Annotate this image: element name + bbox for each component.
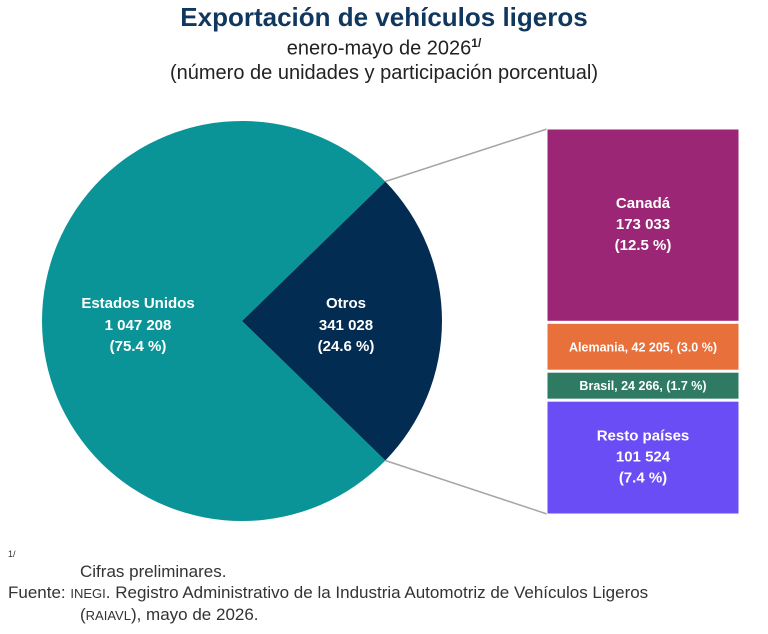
- label-brasil: Brasil, 24 266, (1.7 %): [579, 379, 706, 393]
- label-canada-pct: (12.5 %): [615, 237, 672, 254]
- label-otros-name: Otros: [326, 295, 366, 312]
- label-resto-paises-pct: (7.4 %): [619, 470, 667, 487]
- label-estados-unidos-value: 1 047 208: [105, 317, 172, 334]
- bar-segment-canada: [546, 128, 740, 322]
- label-estados-unidos-pct: (75.4 %): [110, 338, 167, 355]
- pie-slice-otros: [242, 181, 442, 461]
- label-resto-paises-value: 101 524: [616, 449, 671, 466]
- subtitle-note-mark: 1/: [471, 36, 482, 50]
- source-note-line2: (RAIAVL), mayo de 2026.: [80, 605, 259, 625]
- source-note: Fuente: INEGI. Registro Administrativo d…: [8, 583, 768, 603]
- bar-segment-resto-paises: [546, 400, 740, 515]
- chart-title: Exportación de vehículos ligeros: [180, 2, 588, 32]
- chart-subtitle: enero-mayo de 20261/: [0, 36, 768, 61]
- source-abbr: RAIAVL: [85, 608, 131, 623]
- source-line1: . Registro Administrativo de la Industri…: [105, 583, 649, 602]
- bar-segment-brasil: [546, 371, 740, 400]
- label-canada-name: Canadá: [616, 195, 671, 212]
- chart-units-line: (número de unidades y participación porc…: [169, 62, 599, 84]
- source-org: INEGI: [70, 586, 106, 601]
- label-otros-value: 341 028: [319, 317, 373, 334]
- bar-segment-alemania: [546, 322, 740, 371]
- connector-line-bottom: [385, 459, 548, 515]
- label-otros-pct: (24.6 %): [318, 338, 375, 355]
- subtitle-text: enero-mayo de 2026: [286, 37, 472, 60]
- source-line2-close: ), mayo de 2026.: [130, 605, 259, 624]
- connector-line-top: [385, 128, 548, 183]
- footnote-text: Cifras preliminares.: [80, 562, 227, 581]
- label-canada-value: 173 033: [616, 216, 670, 233]
- pie-slice-estados-unidos: [42, 121, 386, 521]
- footnote-mark: 1/: [8, 549, 16, 559]
- source-line2-open: (: [80, 605, 86, 624]
- source-label: Fuente:: [8, 583, 66, 602]
- label-alemania: Alemania, 42 205, (3.0 %): [569, 340, 717, 354]
- label-estados-unidos-name: Estados Unidos: [81, 295, 194, 312]
- label-resto-paises-name: Resto países: [597, 428, 690, 445]
